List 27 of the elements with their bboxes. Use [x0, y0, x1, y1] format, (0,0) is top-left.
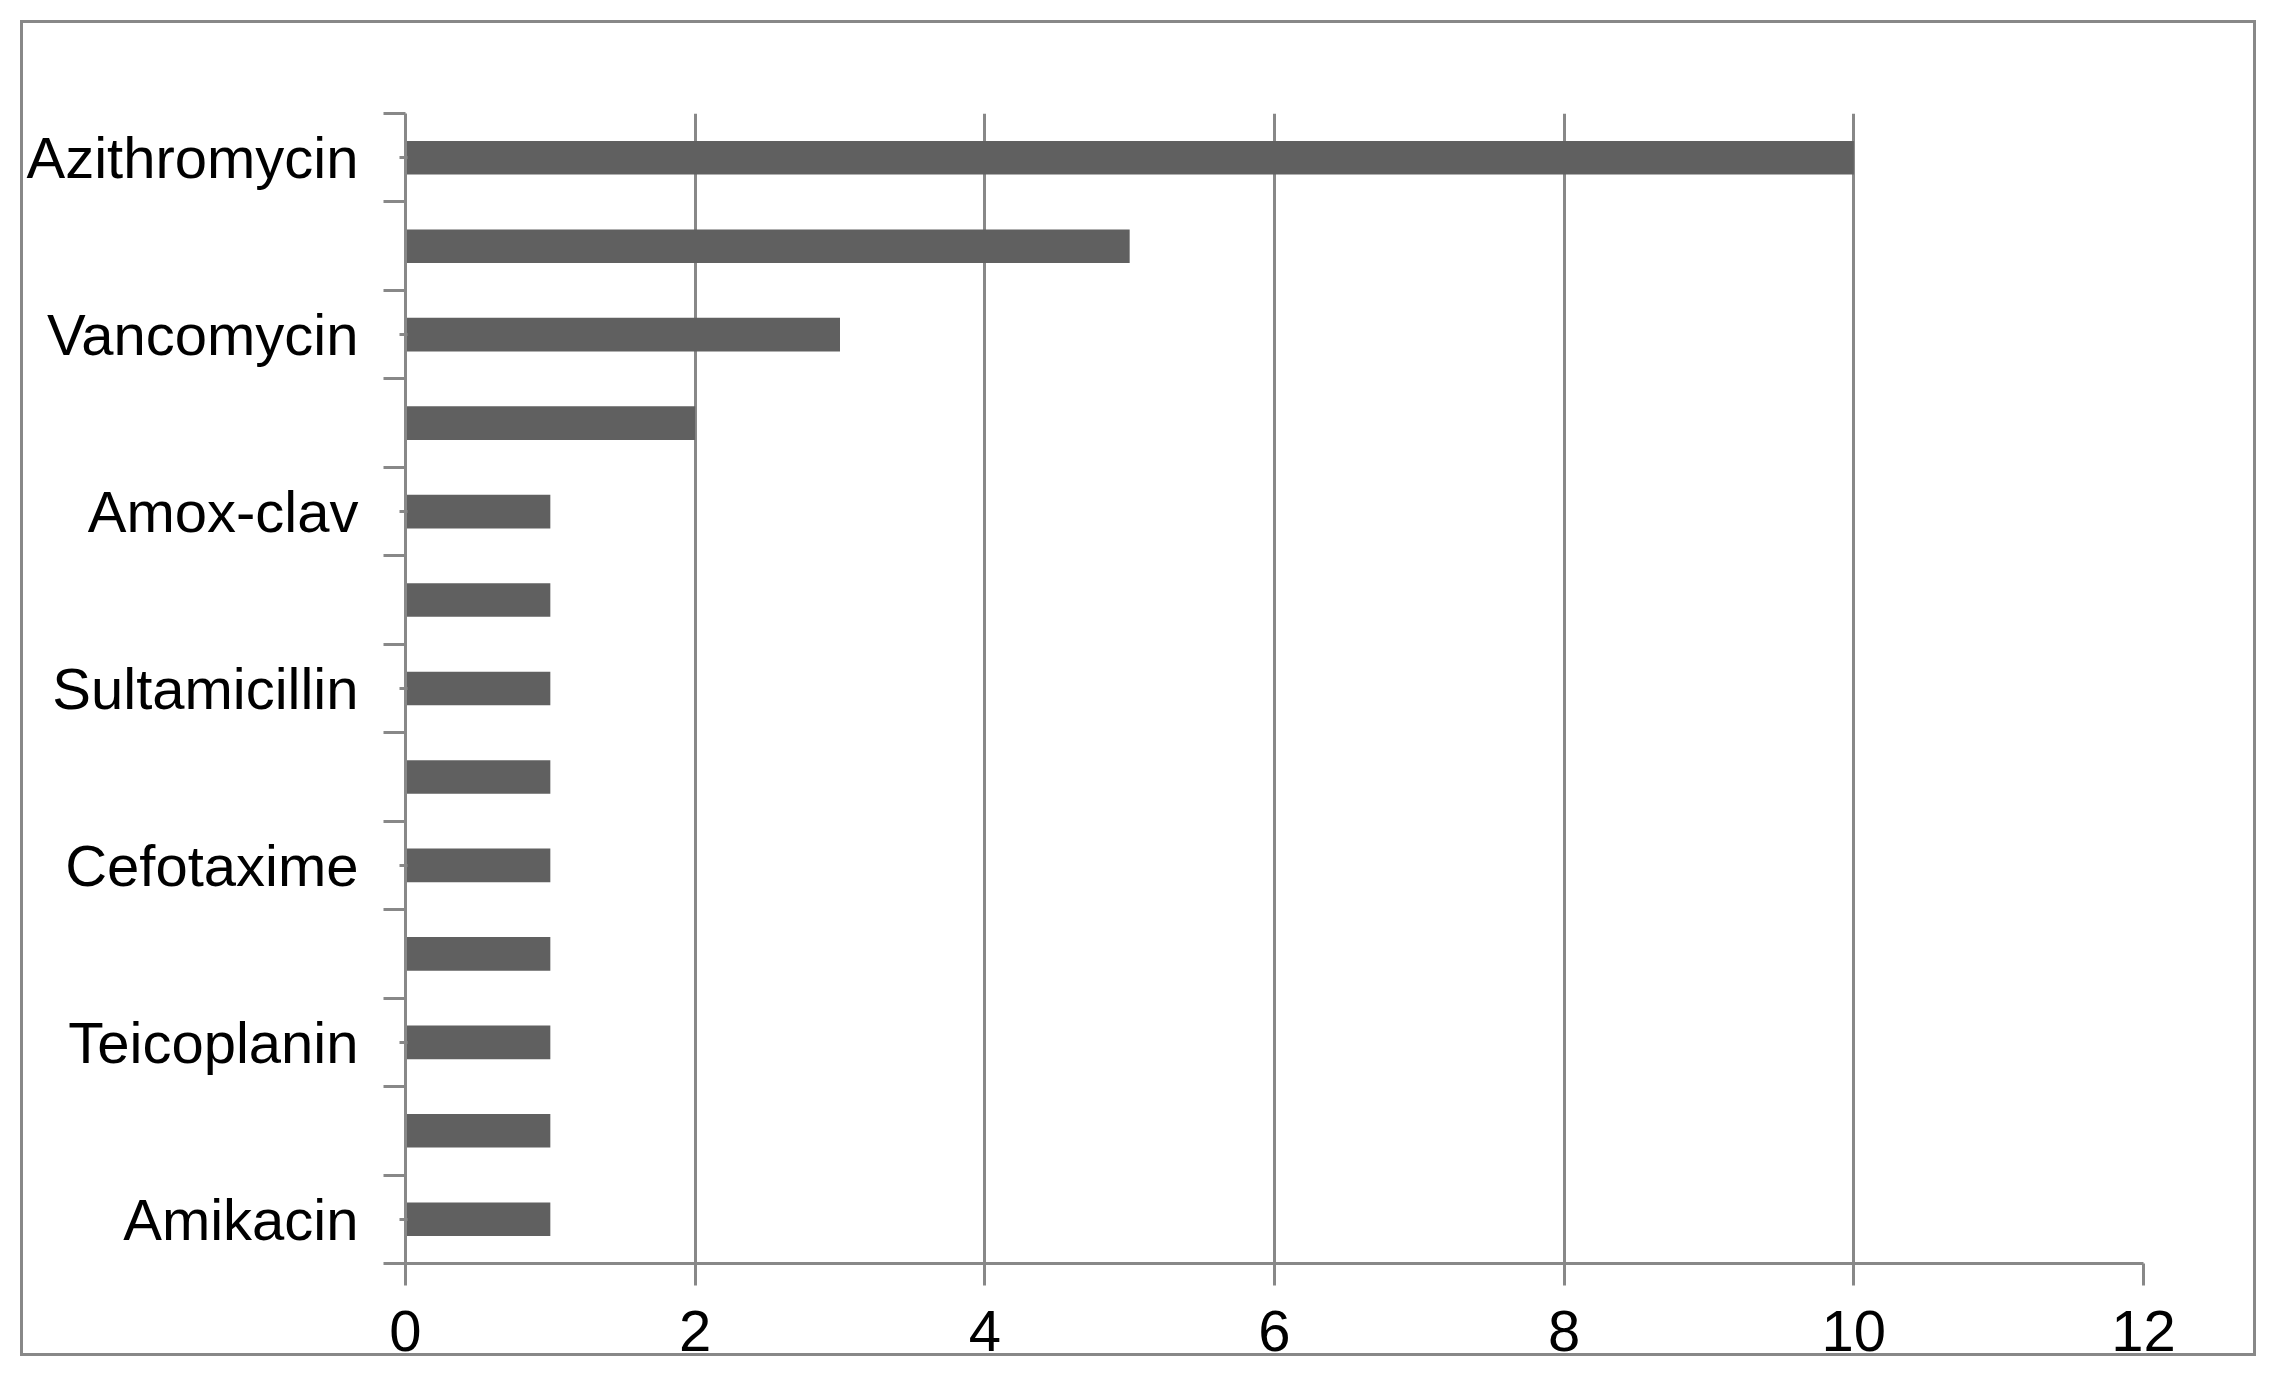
bar — [405, 671, 551, 706]
x-tick-label: 12 — [2111, 1297, 2176, 1363]
bar — [405, 583, 551, 617]
x-tick-label: 8 — [1548, 1297, 1581, 1363]
x-tick-label: 10 — [1821, 1297, 1887, 1363]
x-tick-label: 6 — [1258, 1297, 1291, 1363]
bar — [405, 317, 840, 352]
y-tick-label: Azithromycin — [26, 125, 359, 191]
bar — [405, 494, 551, 529]
y-tick-label: Vancomycin — [46, 302, 359, 368]
y-tick-label: Sultamicillin — [52, 656, 359, 721]
bar — [405, 1025, 551, 1060]
bar — [405, 760, 551, 794]
x-tick-label: 4 — [968, 1297, 1001, 1363]
bar — [405, 1202, 551, 1237]
y-tick-label: Teicoplanin — [68, 1009, 359, 1075]
bar — [405, 937, 551, 971]
x-tick-label: 0 — [389, 1297, 422, 1363]
bar — [405, 848, 551, 883]
x-tick-label: 2 — [679, 1297, 712, 1363]
bar — [405, 406, 696, 440]
bar — [405, 229, 1130, 263]
bar — [405, 1114, 551, 1148]
bar — [405, 140, 1854, 175]
y-tick-label: Amox-clav — [87, 479, 359, 545]
y-tick-label: Cefotaxime — [65, 832, 359, 898]
y-tick-label: Amikacin — [123, 1186, 359, 1252]
